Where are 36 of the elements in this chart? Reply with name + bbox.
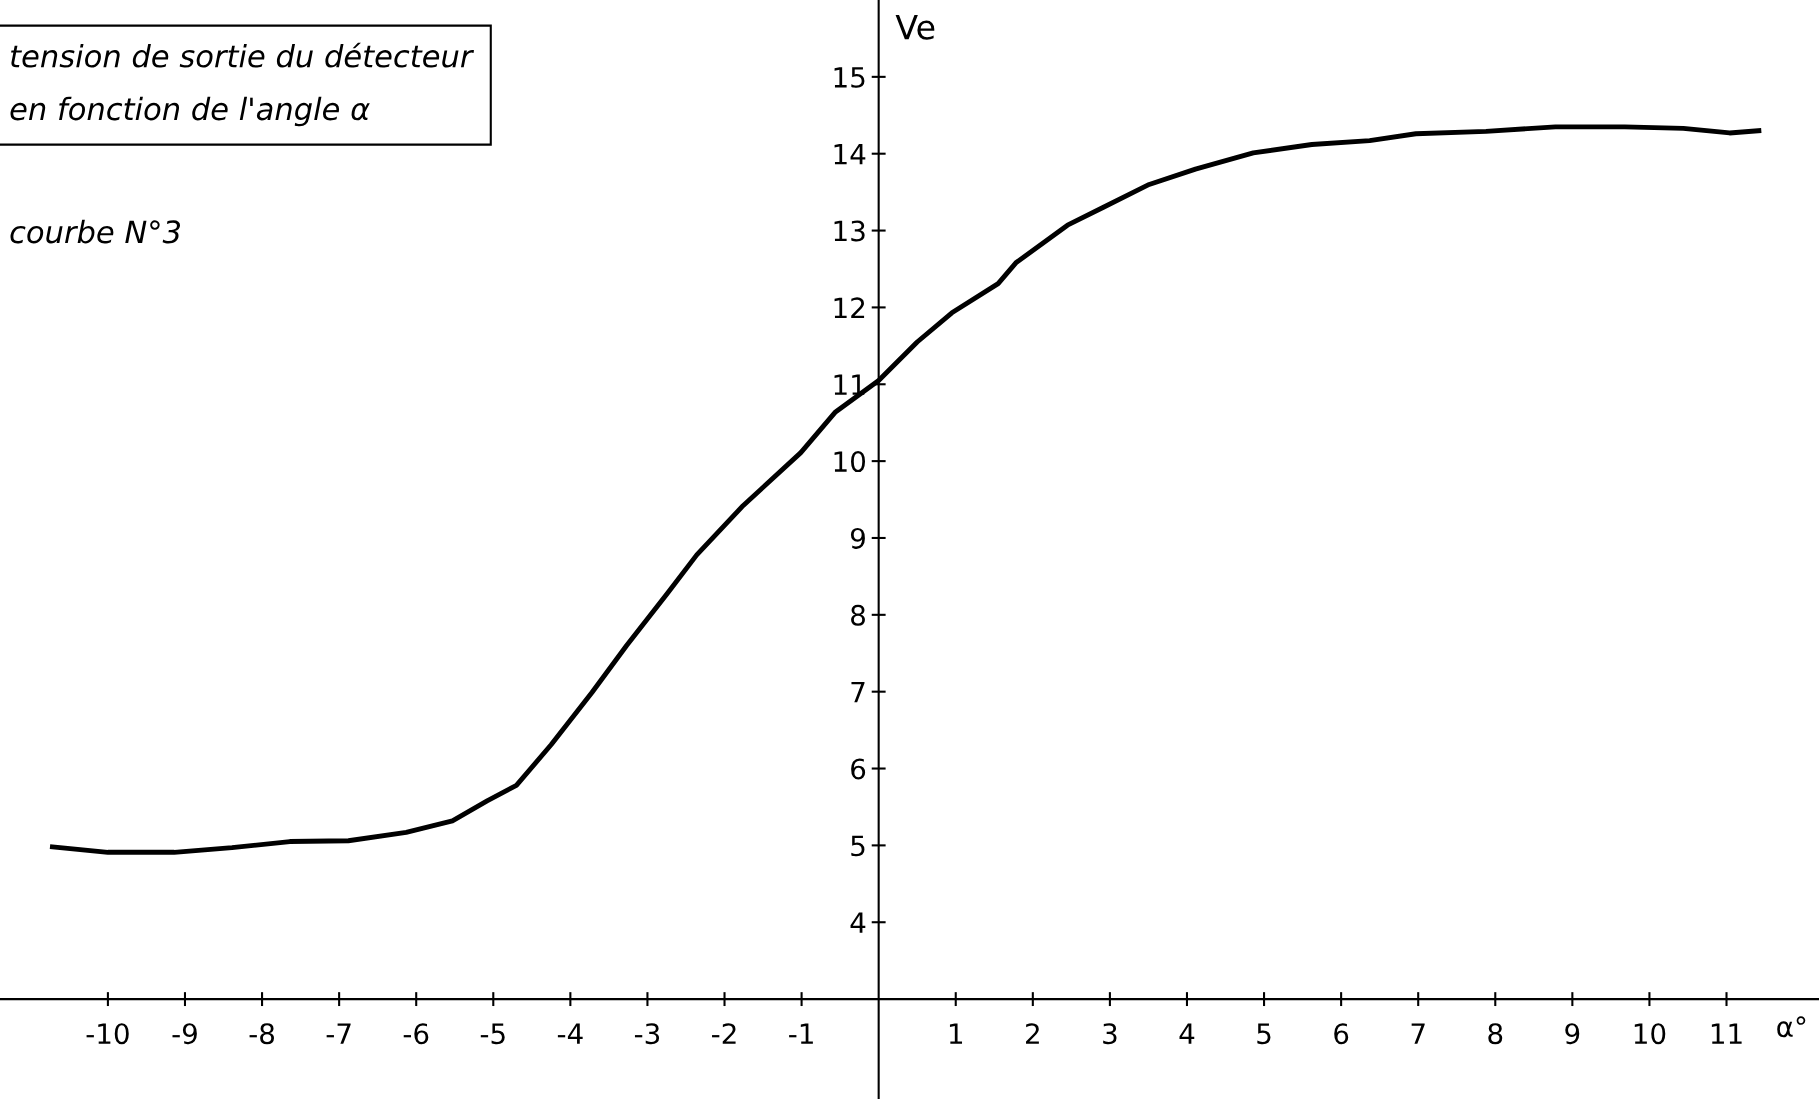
x-axis-title: α° bbox=[1777, 1016, 1806, 1038]
x-tick-label: -7 bbox=[326, 1023, 351, 1044]
y-tick-label: 6 bbox=[851, 758, 866, 780]
x-tick-label: -8 bbox=[249, 1023, 275, 1045]
x-tick-label: -3 bbox=[634, 1023, 660, 1045]
y-tick-label: 13 bbox=[834, 220, 865, 242]
y-tick-label: 5 bbox=[851, 835, 865, 857]
x-tick-label: 8 bbox=[1488, 1023, 1503, 1045]
x-tick-label: -5 bbox=[480, 1023, 505, 1045]
x-tick-label: 4 bbox=[1179, 1023, 1195, 1044]
x-tick-label: 1 bbox=[949, 1023, 963, 1044]
x-tick-label: 5 bbox=[1257, 1023, 1271, 1045]
x-tick-label: 10 bbox=[1634, 1023, 1666, 1045]
x-tick-label: 11 bbox=[1711, 1023, 1742, 1044]
y-tick-label: 15 bbox=[834, 67, 865, 88]
y-tick-label: 7 bbox=[851, 681, 865, 703]
y-tick-label: 9 bbox=[850, 527, 865, 549]
x-tick-label: -9 bbox=[172, 1023, 197, 1045]
x-tick-label: 2 bbox=[1026, 1023, 1039, 1044]
y-tick-label: 4 bbox=[850, 912, 866, 933]
y-tick-label: 14 bbox=[834, 144, 866, 165]
y-axis-title: Ve bbox=[895, 14, 935, 40]
x-tick-label: -1 bbox=[789, 1023, 813, 1044]
y-tick-label: 8 bbox=[851, 604, 865, 626]
text: tension de sortie du détecteur en fonction de l'angle α bbox=[10, 42, 475, 127]
x-tick-label: 3 bbox=[1103, 1023, 1117, 1045]
x-tick-label: -10 bbox=[86, 1023, 129, 1045]
x-tick-label: -6 bbox=[403, 1023, 429, 1045]
y-tick-label: 10 bbox=[834, 451, 866, 473]
x-tick-label: 9 bbox=[1565, 1023, 1580, 1045]
x-tick-label: -2 bbox=[712, 1023, 736, 1044]
x-tick-label: 7 bbox=[1411, 1023, 1425, 1044]
y-tick-label: 12 bbox=[834, 297, 865, 318]
x-tick-label: 6 bbox=[1334, 1023, 1349, 1045]
x-tick-label: -4 bbox=[557, 1023, 583, 1044]
text: courbe N°3 bbox=[10, 219, 181, 244]
